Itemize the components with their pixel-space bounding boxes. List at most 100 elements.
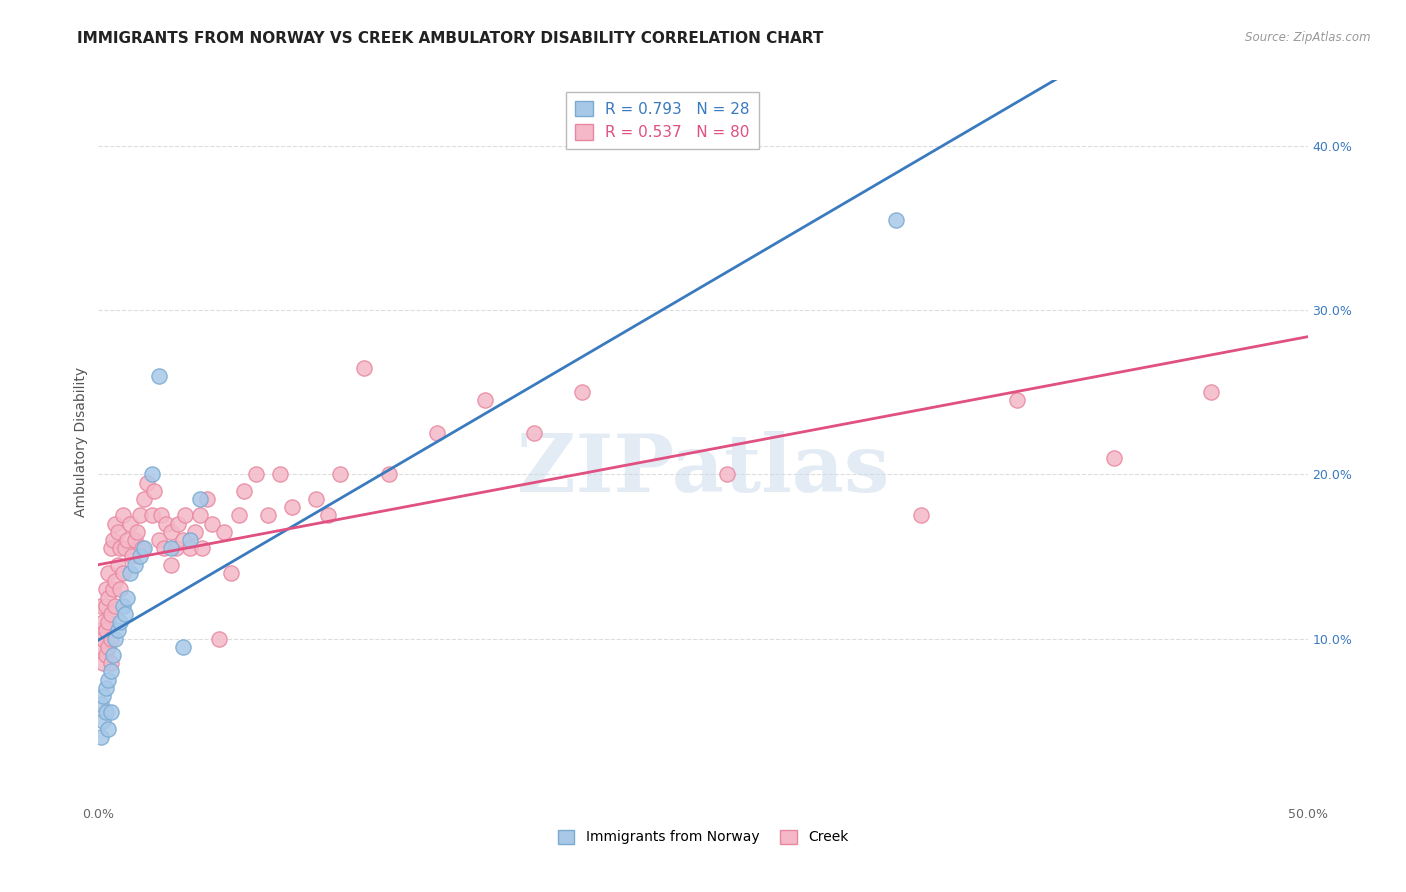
Point	[90, 640, 112, 654]
Point	[97, 640, 120, 654]
Point	[474, 393, 496, 408]
Point	[128, 549, 150, 564]
Point	[377, 467, 399, 482]
Point	[160, 524, 183, 539]
Point	[111, 566, 134, 580]
Point	[117, 591, 139, 605]
Point	[111, 599, 134, 613]
Point	[571, 385, 593, 400]
Point	[155, 516, 177, 531]
Point	[232, 483, 254, 498]
Point	[94, 706, 117, 720]
Point	[141, 467, 163, 482]
Point	[94, 599, 117, 613]
Point	[90, 599, 112, 613]
Text: Source: ZipAtlas.com: Source: ZipAtlas.com	[1246, 31, 1371, 45]
Point	[208, 632, 231, 646]
Point	[97, 566, 120, 580]
Point	[100, 632, 122, 646]
Point	[104, 516, 127, 531]
Point	[108, 615, 131, 630]
Point	[228, 508, 250, 523]
Point	[329, 467, 352, 482]
Point	[269, 467, 291, 482]
Point	[91, 714, 114, 728]
Point	[97, 591, 120, 605]
Text: IMMIGRANTS FROM NORWAY VS CREEK AMBULATORY DISABILITY CORRELATION CHART: IMMIGRANTS FROM NORWAY VS CREEK AMBULATO…	[77, 31, 824, 46]
Point	[716, 467, 738, 482]
Point	[174, 508, 197, 523]
Point	[108, 582, 131, 597]
Point	[135, 475, 157, 490]
Point	[94, 648, 117, 662]
Point	[107, 558, 129, 572]
Point	[101, 533, 124, 547]
Point	[94, 582, 117, 597]
Point	[165, 541, 187, 556]
Point	[221, 566, 243, 580]
Point	[179, 541, 201, 556]
Point	[118, 516, 141, 531]
Point	[1007, 393, 1029, 408]
Point	[118, 566, 141, 580]
Point	[188, 491, 211, 506]
Point	[100, 607, 122, 621]
Point	[167, 516, 190, 531]
Point	[150, 508, 173, 523]
Point	[97, 673, 120, 687]
Point	[426, 426, 449, 441]
Point	[148, 368, 170, 383]
Point	[111, 508, 134, 523]
Point	[179, 533, 201, 547]
Point	[1102, 450, 1125, 465]
Point	[107, 624, 129, 638]
Point	[94, 624, 117, 638]
Point	[114, 541, 136, 556]
Point	[107, 524, 129, 539]
Point	[97, 722, 120, 736]
Point	[100, 706, 122, 720]
Point	[104, 632, 127, 646]
Point	[90, 698, 112, 712]
Point	[172, 640, 194, 654]
Point	[141, 508, 163, 523]
Point	[97, 615, 120, 630]
Point	[160, 541, 183, 556]
Point	[134, 491, 156, 506]
Point	[184, 524, 207, 539]
Point	[104, 574, 127, 588]
Point	[100, 657, 122, 671]
Point	[188, 508, 211, 523]
Point	[191, 541, 214, 556]
Point	[148, 533, 170, 547]
Point	[212, 524, 235, 539]
Point	[316, 508, 339, 523]
Point	[523, 426, 546, 441]
Point	[91, 615, 114, 630]
Point	[121, 549, 143, 564]
Point	[94, 681, 117, 695]
Y-axis label: Ambulatory Disability: Ambulatory Disability	[75, 367, 89, 516]
Point	[245, 467, 267, 482]
Point	[128, 508, 150, 523]
Point	[127, 524, 149, 539]
Point	[124, 533, 146, 547]
Point	[886, 212, 908, 227]
Point	[104, 599, 127, 613]
Point	[256, 508, 278, 523]
Point	[172, 533, 194, 547]
Point	[100, 665, 122, 679]
Point	[101, 582, 124, 597]
Point	[353, 360, 375, 375]
Point	[91, 632, 114, 646]
Point	[143, 483, 166, 498]
Point	[201, 516, 224, 531]
Point	[108, 541, 131, 556]
Point	[124, 558, 146, 572]
Point	[114, 607, 136, 621]
Point	[117, 533, 139, 547]
Text: ZIPatlas: ZIPatlas	[517, 432, 889, 509]
Point	[90, 624, 112, 638]
Point	[90, 730, 112, 744]
Point	[101, 648, 124, 662]
